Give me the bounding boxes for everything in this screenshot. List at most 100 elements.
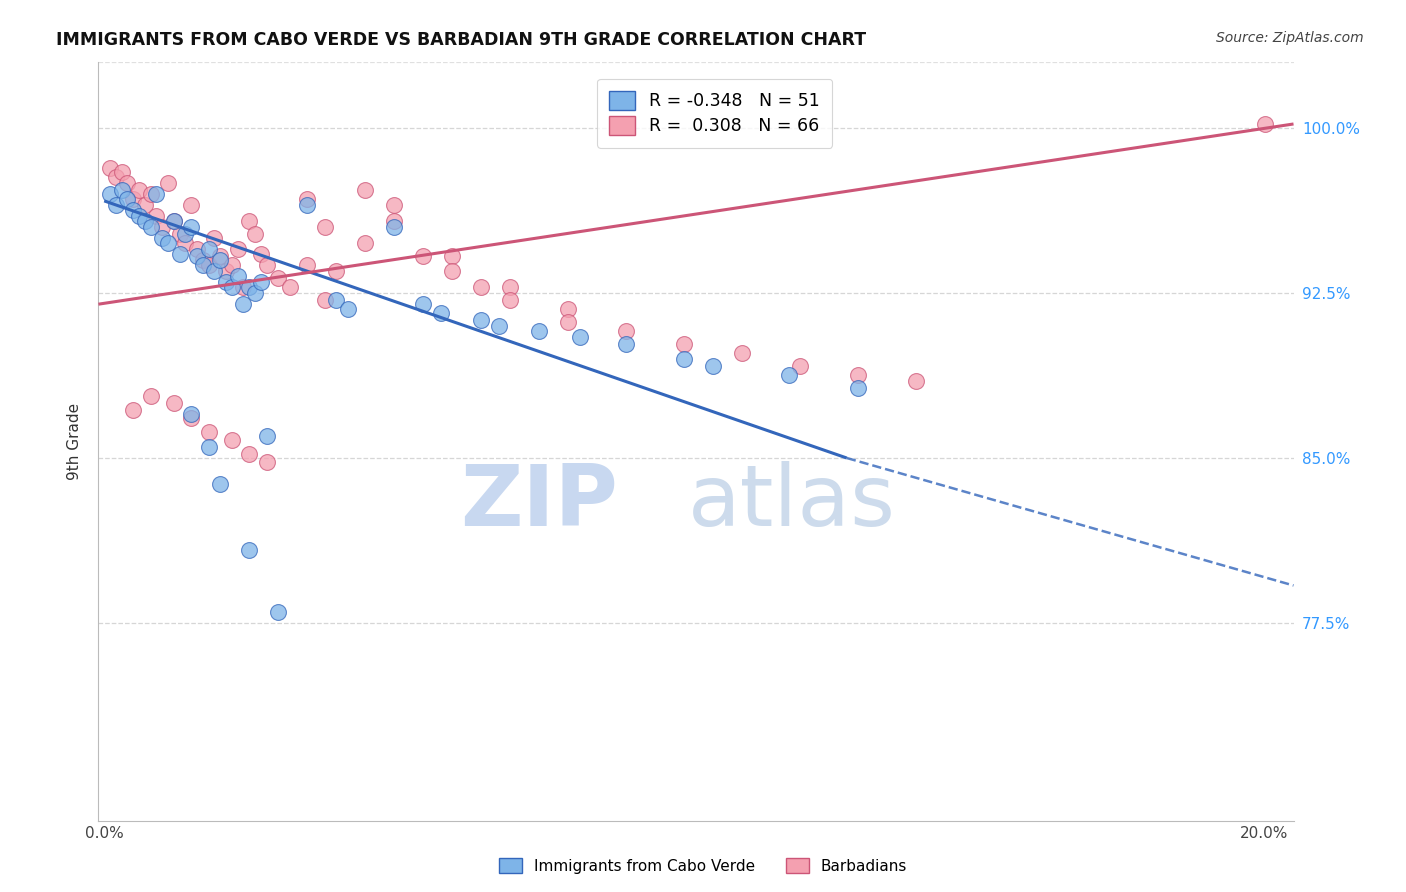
Point	[221, 434, 243, 448]
Point	[297, 192, 319, 206]
Point	[673, 336, 696, 351]
Point	[238, 447, 260, 461]
Point	[215, 275, 238, 289]
Point	[441, 264, 464, 278]
Point	[209, 249, 232, 263]
Point	[267, 605, 290, 619]
Point	[98, 161, 121, 175]
Point	[325, 264, 347, 278]
Point	[354, 235, 377, 250]
Point	[250, 275, 273, 289]
Point	[412, 297, 434, 311]
Point	[145, 209, 167, 223]
Point	[186, 242, 208, 256]
Point	[191, 258, 214, 272]
Point	[297, 258, 319, 272]
Point	[163, 213, 186, 227]
Legend: Immigrants from Cabo Verde, Barbadians: Immigrants from Cabo Verde, Barbadians	[492, 852, 914, 880]
Point	[139, 389, 162, 403]
Point	[325, 293, 347, 307]
Point	[412, 249, 434, 263]
Point	[256, 429, 278, 443]
Point	[197, 242, 219, 256]
Point	[232, 279, 254, 293]
Point	[382, 198, 405, 212]
Point	[122, 192, 145, 206]
Point	[134, 213, 156, 227]
Point	[529, 324, 551, 338]
Point	[278, 279, 301, 293]
Point	[848, 368, 870, 382]
Y-axis label: 9th Grade: 9th Grade	[67, 403, 83, 480]
Point	[256, 455, 278, 469]
Point	[470, 312, 492, 326]
Point	[221, 258, 243, 272]
Point	[204, 231, 226, 245]
Point	[117, 177, 139, 191]
Point	[111, 165, 134, 179]
Point	[470, 279, 492, 293]
Point	[209, 253, 232, 268]
Point	[150, 220, 173, 235]
Point	[499, 279, 522, 293]
Point	[128, 183, 150, 197]
Point	[180, 220, 202, 235]
Point	[905, 374, 928, 388]
Point	[238, 279, 260, 293]
Point	[1253, 117, 1275, 131]
Point	[186, 249, 208, 263]
Point	[169, 246, 191, 260]
Point	[778, 368, 800, 382]
Point	[256, 258, 278, 272]
Point	[180, 198, 202, 212]
Point	[104, 169, 127, 184]
Point	[232, 297, 254, 311]
Point	[157, 235, 180, 250]
Point	[111, 183, 134, 197]
Point	[243, 286, 266, 301]
Point	[243, 227, 266, 241]
Point	[174, 235, 197, 250]
Point	[163, 213, 186, 227]
Point	[150, 231, 173, 245]
Point	[169, 227, 191, 241]
Point	[180, 411, 202, 425]
Point	[139, 187, 162, 202]
Point	[197, 440, 219, 454]
Point	[117, 192, 139, 206]
Point	[122, 202, 145, 217]
Point	[238, 213, 260, 227]
Point	[429, 306, 451, 320]
Point	[174, 227, 197, 241]
Text: IMMIGRANTS FROM CABO VERDE VS BARBADIAN 9TH GRADE CORRELATION CHART: IMMIGRANTS FROM CABO VERDE VS BARBADIAN …	[56, 31, 866, 49]
Text: atlas: atlas	[688, 460, 896, 544]
Point	[122, 402, 145, 417]
Point	[209, 477, 232, 491]
Point	[98, 187, 121, 202]
Point	[180, 407, 202, 421]
Point	[336, 301, 359, 316]
Point	[297, 198, 319, 212]
Point	[731, 345, 754, 359]
Point	[267, 270, 290, 285]
Point	[848, 381, 870, 395]
Point	[191, 253, 214, 268]
Point	[441, 249, 464, 263]
Point	[557, 315, 579, 329]
Point	[354, 183, 377, 197]
Point	[488, 319, 510, 334]
Point	[789, 359, 811, 373]
Point	[226, 242, 249, 256]
Point	[557, 301, 579, 316]
Point	[314, 293, 336, 307]
Point	[499, 293, 522, 307]
Point	[204, 264, 226, 278]
Point	[145, 187, 167, 202]
Point	[163, 396, 186, 410]
Point	[382, 213, 405, 227]
Point	[238, 543, 260, 558]
Text: Source: ZipAtlas.com: Source: ZipAtlas.com	[1216, 31, 1364, 45]
Point	[221, 279, 243, 293]
Point	[139, 220, 162, 235]
Point	[250, 246, 273, 260]
